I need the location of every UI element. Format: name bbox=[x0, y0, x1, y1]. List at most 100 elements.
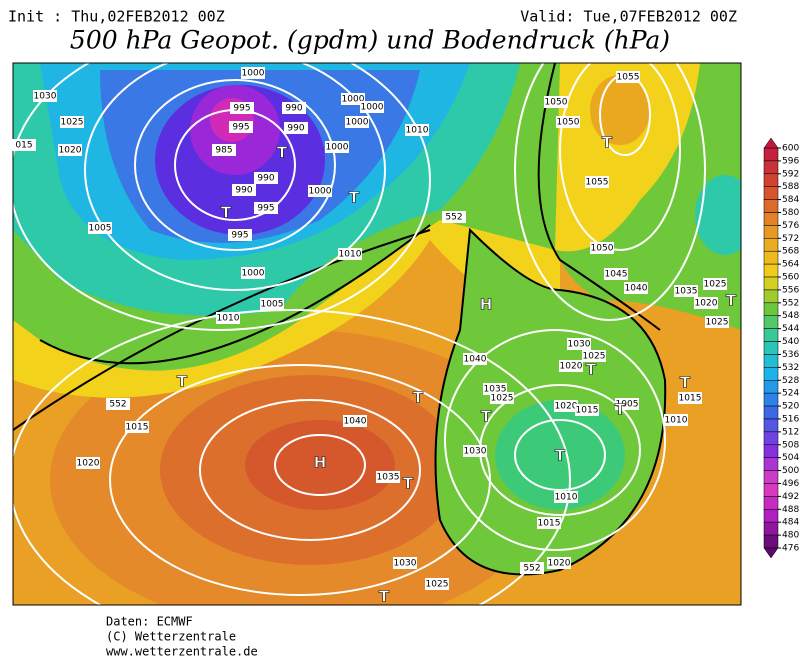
label-box bbox=[624, 282, 648, 294]
colorbar-label: 576 bbox=[782, 221, 799, 231]
isobar-label: 1000 bbox=[361, 103, 384, 113]
label-box bbox=[360, 101, 384, 113]
colorbar-label: 484 bbox=[782, 518, 799, 528]
label-box bbox=[575, 404, 599, 416]
colorbar-segment bbox=[763, 160, 779, 175]
isobar-label: 1035 bbox=[675, 287, 698, 297]
colorbar-segment bbox=[763, 496, 779, 510]
label-box bbox=[585, 176, 609, 188]
isobar-label: 1050 bbox=[591, 244, 614, 254]
colorbar-segment bbox=[763, 444, 779, 458]
isobar-label: 1010 bbox=[555, 493, 578, 503]
isobar-label: 1010 bbox=[217, 314, 240, 324]
label-box bbox=[345, 116, 369, 128]
isobar-label: 1000 bbox=[309, 187, 332, 197]
label-box bbox=[705, 316, 729, 328]
label-box bbox=[58, 144, 82, 156]
colorbar-label: 580 bbox=[782, 208, 799, 218]
isobar-label: 1015 bbox=[679, 394, 702, 404]
label-box bbox=[393, 557, 417, 569]
label-box bbox=[590, 242, 614, 254]
label-box bbox=[567, 338, 591, 350]
label-box bbox=[544, 96, 568, 108]
pressure-center: T bbox=[177, 373, 188, 391]
footer-line: (C) Wetterzentrale bbox=[106, 630, 236, 644]
isobar-label: 1020 bbox=[560, 362, 583, 372]
colorbar-segment bbox=[763, 483, 779, 497]
colorbar-segment bbox=[763, 173, 779, 187]
isobar-label: 990 bbox=[235, 186, 252, 196]
isobar-label: 1025 bbox=[706, 318, 729, 328]
isobar-label: 1000 bbox=[342, 95, 365, 105]
label-box bbox=[254, 202, 278, 214]
colorbar-label: 592 bbox=[782, 169, 799, 179]
footer: Daten: ECMWF(C) Wetterzentralewww.wetter… bbox=[106, 615, 258, 659]
label-box bbox=[284, 122, 308, 134]
colorbar-label: 492 bbox=[782, 492, 799, 502]
pressure-center: T bbox=[277, 144, 288, 162]
isobar-label: 1025 bbox=[704, 280, 727, 290]
colorbar-label: 536 bbox=[782, 350, 799, 360]
label-box bbox=[282, 102, 306, 114]
isobar-label: 1035 bbox=[377, 473, 400, 483]
label-box bbox=[229, 121, 253, 133]
colorbar-segment bbox=[763, 418, 779, 433]
label-box bbox=[664, 414, 688, 426]
label-box bbox=[559, 360, 583, 372]
label-box bbox=[554, 491, 578, 503]
label-box bbox=[325, 141, 349, 153]
colorbar-segment bbox=[763, 328, 779, 342]
label-box bbox=[425, 578, 449, 590]
label-box bbox=[241, 267, 265, 279]
label-box bbox=[338, 248, 362, 260]
colorbar-segment bbox=[763, 147, 779, 162]
isobar-label: 1030 bbox=[464, 447, 487, 457]
colorbar-segment bbox=[763, 212, 779, 226]
label-box bbox=[230, 102, 254, 114]
colorbar-label: 584 bbox=[782, 195, 799, 205]
pressure-center: T bbox=[379, 588, 390, 606]
pressure-center: H bbox=[480, 296, 493, 314]
label-box bbox=[106, 398, 130, 410]
colorbar-label: 568 bbox=[782, 247, 799, 257]
colorbar-segment bbox=[763, 521, 779, 536]
map-labels: 1030102510200151005100010051010995995990… bbox=[12, 67, 737, 606]
colorbar-segment bbox=[763, 431, 779, 446]
colorbar-label: 520 bbox=[782, 402, 799, 412]
isobar-label: 995 bbox=[231, 231, 248, 241]
isobars bbox=[13, 63, 706, 605]
isobar-label: 1055 bbox=[617, 73, 640, 83]
isobar-label: 1000 bbox=[346, 118, 369, 128]
label-box bbox=[442, 211, 466, 223]
label-box bbox=[463, 445, 487, 457]
map-frame bbox=[12, 62, 742, 606]
colorbar-label: 540 bbox=[782, 337, 799, 347]
isobar-label: 1000 bbox=[326, 143, 349, 153]
isobar-label: 1025 bbox=[61, 118, 84, 128]
isobar-label: 990 bbox=[257, 174, 274, 184]
isobar-label: 1040 bbox=[625, 284, 648, 294]
label-box bbox=[520, 562, 544, 574]
label-box bbox=[405, 124, 429, 136]
isobar-label: 1010 bbox=[406, 126, 429, 136]
isobar-label: 1030 bbox=[568, 340, 591, 350]
colorbar-segment bbox=[763, 315, 779, 329]
isobar-label: 995 bbox=[257, 204, 274, 214]
pressure-center: H bbox=[314, 454, 327, 472]
label-box bbox=[76, 457, 100, 469]
isobar-label: 1020 bbox=[695, 299, 718, 309]
map-field bbox=[13, 63, 741, 605]
isobar-label: 990 bbox=[285, 104, 302, 114]
colorbar-label: 560 bbox=[782, 273, 799, 283]
footer-line: www.wetterzentrale.de bbox=[106, 645, 258, 659]
isobar-label: 1040 bbox=[464, 355, 487, 365]
isobar-label: 1005 bbox=[89, 224, 112, 234]
label-box bbox=[12, 139, 36, 151]
colorbar-label: 524 bbox=[782, 389, 799, 399]
valid-time: Valid: Tue,07FEB2012 00Z bbox=[520, 8, 737, 26]
isobar-label: 1030 bbox=[394, 559, 417, 569]
label-box bbox=[341, 93, 365, 105]
colorbar-segment bbox=[763, 457, 779, 471]
isobar-label: 985 bbox=[215, 146, 232, 156]
colorbar-segment bbox=[763, 289, 779, 304]
